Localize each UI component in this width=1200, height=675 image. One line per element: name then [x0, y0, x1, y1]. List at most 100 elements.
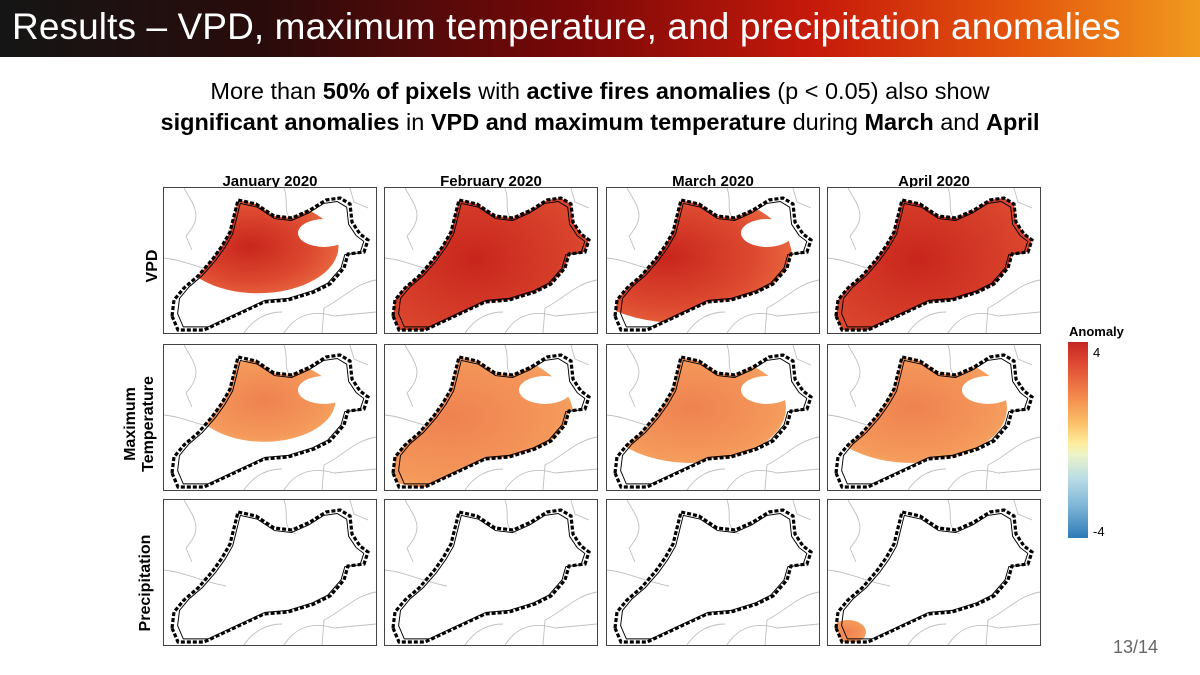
region-outline	[620, 358, 808, 485]
non-significant-area	[519, 376, 571, 404]
anomaly-field	[615, 198, 792, 323]
country-border	[570, 345, 590, 366]
region-buffer-outline	[391, 353, 591, 489]
map-svg	[607, 500, 819, 645]
country-border	[349, 345, 369, 366]
column-label-april: April 2020	[898, 173, 970, 190]
country-border	[726, 468, 819, 490]
country-border	[985, 279, 1040, 333]
map-svg	[164, 345, 376, 490]
country-border	[907, 623, 947, 645]
region-buffer-outline	[834, 353, 1034, 489]
region-outline	[398, 358, 586, 485]
region-buffer-outline	[613, 353, 813, 489]
country-border	[907, 468, 947, 490]
region-outline	[398, 513, 586, 640]
subtitle-line-1: More than 50% of pixels with active fire…	[0, 76, 1200, 107]
subtitle-segment: (p < 0.05) also show	[770, 78, 990, 104]
title-bar: Results – VPD, maximum temperature, and …	[0, 0, 1200, 57]
country-border	[764, 436, 819, 490]
country-border	[464, 623, 504, 645]
country-border	[847, 500, 861, 563]
country-border	[1013, 188, 1033, 209]
map-panel-precip-jan	[163, 499, 377, 646]
subtitle-segment: significant anomalies	[160, 109, 400, 135]
anomaly-field	[836, 198, 1032, 330]
country-border	[321, 591, 376, 645]
country-border	[404, 500, 418, 563]
map-svg	[385, 188, 597, 333]
non-significant-area	[298, 219, 350, 247]
region-buffer-outline	[170, 196, 370, 332]
map-svg	[164, 500, 376, 645]
map-panel-tmax-jan	[163, 344, 377, 491]
country-border	[542, 591, 597, 645]
slide-title: Results – VPD, maximum temperature, and …	[12, 6, 1121, 47]
country-border	[686, 468, 726, 490]
country-border	[283, 311, 376, 333]
subtitle-segment: and	[933, 109, 986, 135]
country-border	[764, 591, 819, 645]
country-border	[243, 623, 283, 645]
map-panel-tmax-apr	[827, 344, 1041, 491]
region-outline	[841, 358, 1029, 485]
subtitle-segment: in	[399, 109, 431, 135]
map-svg	[164, 188, 376, 333]
country-border	[792, 500, 812, 521]
map-panel-vpd-mar	[606, 187, 820, 334]
country-border	[164, 569, 227, 587]
country-border	[464, 311, 504, 333]
legend-color-bar	[1068, 342, 1088, 538]
map-svg	[607, 345, 819, 490]
anomaly-field	[177, 199, 339, 294]
row-label-vpd: VPD	[144, 249, 161, 283]
column-label-march: March 2020	[672, 173, 754, 190]
subtitle-segment: More than	[210, 78, 323, 104]
region-buffer-outline	[834, 196, 1034, 332]
map-panel-vpd-feb	[384, 187, 598, 334]
country-border	[404, 345, 418, 408]
region-buffer-outline	[613, 508, 813, 644]
map-panel-tmax-mar	[606, 344, 820, 491]
country-border	[626, 345, 640, 408]
region-outline	[177, 358, 365, 485]
country-border	[243, 468, 283, 490]
country-border	[764, 279, 819, 333]
country-border	[626, 188, 640, 251]
region-outline	[841, 201, 1029, 328]
country-border	[570, 188, 590, 209]
country-border	[792, 188, 812, 209]
country-border	[283, 468, 376, 490]
map-panel-precip-feb	[384, 499, 598, 646]
country-border	[183, 345, 197, 408]
subtitle-segment: with	[471, 78, 527, 104]
subtitle-segment: active fires anomalies	[526, 78, 771, 104]
region-outline	[177, 513, 365, 640]
country-border	[947, 623, 1040, 645]
legend-max-label: 4	[1093, 345, 1101, 360]
country-border	[243, 311, 283, 333]
country-border	[321, 436, 376, 490]
column-label-january: January 2020	[222, 173, 318, 190]
country-border	[985, 436, 1040, 490]
map-panel-precip-mar	[606, 499, 820, 646]
page-number: 13/14	[1113, 637, 1159, 657]
subtitle-segment: 50% of pixels	[322, 78, 472, 104]
subtitle-segment: March	[864, 109, 934, 135]
region-buffer-outline	[170, 508, 370, 644]
country-border	[542, 279, 597, 333]
country-border	[321, 279, 376, 333]
country-border	[464, 468, 504, 490]
slide-subtitle: More than 50% of pixels with active fire…	[0, 76, 1200, 138]
anomaly-field	[393, 355, 574, 487]
non-significant-area	[741, 219, 793, 247]
region-buffer-outline	[170, 353, 370, 489]
row-label-line: Maximum	[122, 387, 139, 461]
country-border	[349, 188, 369, 209]
country-border	[183, 188, 197, 251]
region-buffer-outline	[391, 508, 591, 644]
country-border	[907, 311, 947, 333]
subtitle-segment: April	[985, 109, 1040, 135]
country-border	[947, 468, 1040, 490]
country-border	[183, 500, 197, 563]
